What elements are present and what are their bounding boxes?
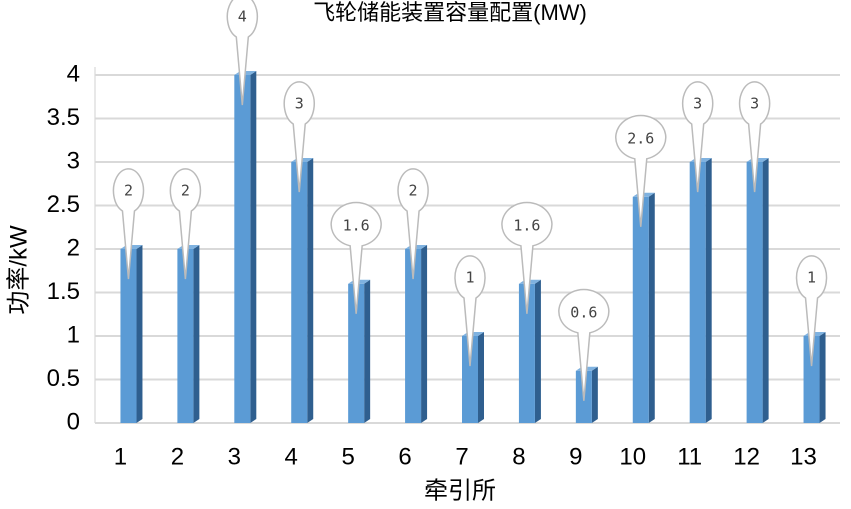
y-axis-label: 功率/kW [5,225,32,315]
data-label: 2.6 [627,129,654,147]
y-tick-label: 2.5 [47,191,80,218]
bar-side [478,332,484,423]
bar-side [762,158,769,423]
callout [283,81,315,193]
x-tick-label: 5 [341,443,354,470]
bar-side [591,366,598,423]
x-tick-label: 7 [455,443,468,470]
bar-side [819,332,826,423]
y-tick-label: 0.5 [47,365,80,392]
bar-side [364,279,371,423]
data-label: 3 [295,95,304,113]
bar [746,162,763,423]
callout [397,168,429,280]
bar [405,249,422,423]
callout [226,0,259,106]
callout [681,81,714,193]
x-tick-label: 13 [790,443,817,470]
callout [615,114,667,227]
data-label: 4 [238,8,247,26]
x-axis-label: 牵引所 [424,477,496,504]
bar-side [136,245,143,423]
bar-side [705,158,712,423]
bar-side [421,245,428,423]
data-label: 1.6 [513,216,540,234]
bar [291,162,308,423]
bar [234,75,251,423]
x-tick-label: 6 [398,443,411,470]
y-tick-label: 3 [67,147,80,174]
bar [177,249,194,423]
callout [738,81,771,193]
data-label: 3 [693,95,702,113]
data-label: 1 [807,269,816,287]
bar [462,336,478,423]
bar-side [250,71,257,423]
y-tick-label: 1.5 [47,278,80,305]
bar [803,336,820,423]
data-label: 2 [181,182,190,200]
x-tick-label: 1 [114,443,127,470]
data-label: 2 [409,182,418,200]
bar-side [193,245,200,423]
data-label: 0.6 [570,303,597,321]
x-tick-label: 2 [171,443,184,470]
bar [518,283,535,423]
callout [558,288,610,401]
x-tick-label: 3 [228,443,241,470]
y-tick-label: 3.5 [47,104,80,131]
y-tick-label: 2 [67,234,80,261]
x-tick-label: 12 [733,443,760,470]
x-tick-label: 4 [285,443,298,470]
callout [454,255,486,367]
x-tick-label: 11 [677,443,702,470]
callout [501,201,553,314]
data-label: 1 [465,269,474,287]
bar [632,196,649,423]
bar-side [648,192,655,423]
callout [112,168,145,280]
x-tick-label: 10 [619,443,646,470]
data-label: 1.6 [343,216,370,234]
y-tick-label: 0 [67,408,80,435]
bar-side [534,279,541,423]
callout [795,255,828,367]
bar [120,249,137,423]
bar [689,162,706,423]
x-tick-label: 9 [569,443,582,470]
callout [330,201,382,314]
data-label: 3 [750,95,759,113]
bar [348,283,365,423]
chart-title: 飞轮储能装置容量配置(MW) [313,0,587,25]
data-label: 2 [124,182,133,200]
bar-side [307,158,314,423]
y-tick-label: 4 [67,60,80,87]
y-tick-label: 1 [67,321,80,348]
callout [169,168,202,280]
x-tick-label: 8 [512,443,525,470]
